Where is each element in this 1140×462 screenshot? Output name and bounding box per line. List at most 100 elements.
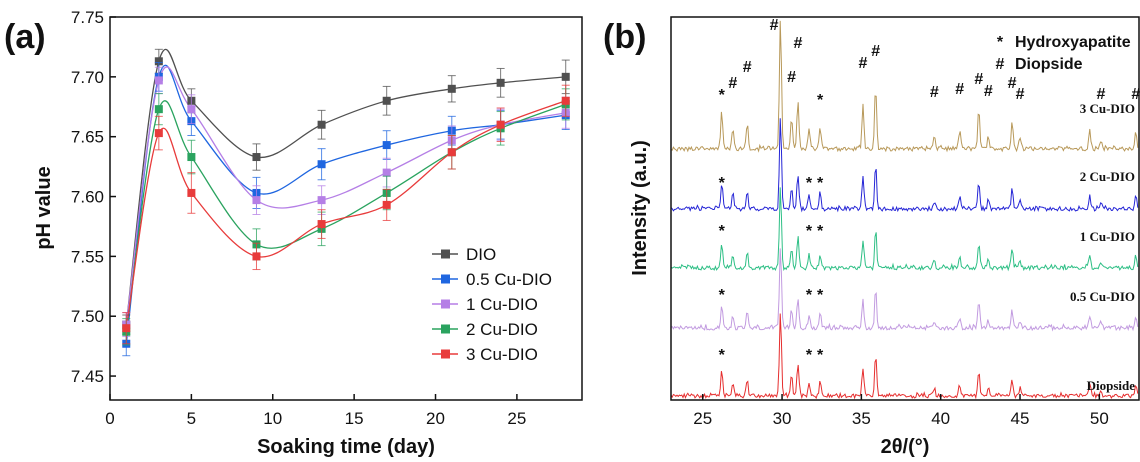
- xrd-diopside-marker: #: [1096, 86, 1105, 103]
- xrd-legend-label: Diopside: [1015, 56, 1083, 73]
- ph-curve-0-5-cu-dio: [125, 64, 566, 344]
- ph-legend-label: 3 Cu-DIO: [466, 345, 538, 364]
- ph-point-3-cu-dio: [122, 324, 131, 333]
- xrd-hydroxyapatite-marker: *: [719, 175, 726, 192]
- xrd-diopside-marker: #: [930, 84, 939, 101]
- xrd-diopside-marker: #: [728, 75, 737, 92]
- ph-legend-marker: [441, 324, 450, 334]
- ph-legend-label: DIO: [466, 245, 496, 264]
- ph-x-tick-label: 0: [105, 409, 114, 428]
- xrd-hydroxyapatite-marker: *: [817, 347, 824, 364]
- xrd-diopside-marker: #: [770, 17, 779, 34]
- xrd-diopside-marker: #: [1008, 75, 1017, 92]
- xrd-hydroxyapatite-marker: *: [817, 92, 824, 109]
- xrd-x-tick-label: 25: [693, 409, 712, 428]
- ph-y-tick-label: 7.45: [71, 367, 104, 386]
- xrd-trace-3-cu-dio: [670, 20, 1139, 153]
- ph-point-2-cu-dio: [154, 105, 163, 114]
- xrd-trace-1-cu-dio: [670, 187, 1139, 272]
- xrd-traces: [670, 20, 1139, 400]
- ph-y-tick-label: 7.65: [71, 128, 104, 147]
- xrd-hydroxyapatite-marker: *: [817, 175, 824, 192]
- ph-point-dio: [154, 57, 163, 66]
- ph-point-3-cu-dio: [252, 252, 261, 261]
- ph-point-1-cu-dio: [382, 168, 391, 177]
- xrd-hydroxyapatite-marker: *: [817, 287, 824, 304]
- ph-y-tick-label: 7.50: [71, 307, 104, 326]
- ph-point-1-cu-dio: [317, 196, 326, 205]
- ph-x-tick-label: 20: [426, 409, 445, 428]
- ph-point-1-cu-dio: [154, 76, 163, 85]
- xrd-legend-symbol: *: [997, 34, 1004, 51]
- xrd-plot-frame: [670, 16, 1140, 401]
- ph-point-0-5-cu-dio: [382, 141, 391, 150]
- ph-legend: DIO 0.5 Cu-DIO 1 Cu-DIO 2 Cu-DIO 3 Cu-DIO: [432, 245, 552, 364]
- xrd-hydroxyapatite-marker: *: [719, 347, 726, 364]
- ph-y-tick-label: 7.75: [71, 8, 104, 27]
- xrd-x-tick-label: 45: [1011, 409, 1030, 428]
- xrd-diopside-marker: #: [787, 69, 796, 86]
- ph-legend-marker: [441, 299, 450, 309]
- xrd-trace-label: 1 Cu-DIO: [1080, 229, 1135, 244]
- xrd-y-axis-title: Intensity (a.u.): [629, 140, 651, 276]
- xrd-hydroxyapatite-marker: *: [806, 175, 813, 192]
- ph-points: [122, 48, 570, 357]
- xrd-trace-diopside: [670, 313, 1139, 400]
- xrd-trace-label: 3 Cu-DIO: [1080, 101, 1135, 116]
- ph-point-3-cu-dio: [317, 220, 326, 229]
- xrd-x-tick-label: 50: [1090, 409, 1109, 428]
- ph-x-axis-title: Soaking time (day): [257, 436, 435, 458]
- xrd-legend-label: Hydroxyapatite: [1015, 34, 1131, 51]
- ph-point-3-cu-dio: [447, 148, 456, 157]
- xrd-diopside-marker: #: [793, 35, 802, 52]
- ph-legend-label: 2 Cu-DIO: [466, 320, 538, 339]
- ph-point-3-cu-dio: [382, 200, 391, 209]
- ph-legend-marker: [441, 349, 450, 359]
- xrd-hydroxyapatite-marker: *: [806, 347, 813, 364]
- ph-point-dio: [252, 153, 261, 162]
- ph-axis-ticks: 0 5 10 15 20 25 7.45 7.50 7.55 7.60 7.65 7.70 7.75: [71, 8, 526, 428]
- ph-point-1-cu-dio: [187, 105, 196, 114]
- panel-b-label: (b): [603, 18, 646, 56]
- ph-point-2-cu-dio: [187, 153, 196, 162]
- ph-point-1-cu-dio: [252, 196, 261, 205]
- ph-point-dio: [496, 78, 505, 87]
- xrd-hydroxyapatite-marker: *: [817, 223, 824, 240]
- xrd-trace-label: 0.5 Cu-DIO: [1070, 289, 1135, 304]
- xrd-legend-symbol: #: [996, 56, 1005, 73]
- xrd-diopside-marker: #: [743, 59, 752, 76]
- ph-curve-2-cu-dio: [125, 100, 566, 332]
- xrd-x-tick-label: 40: [931, 409, 950, 428]
- xrd-trace-2-cu-dio: [670, 118, 1139, 213]
- ph-point-3-cu-dio: [496, 120, 505, 129]
- xrd-hydroxyapatite-marker: *: [719, 223, 726, 240]
- ph-x-tick-label: 5: [187, 409, 196, 428]
- xrd-trace-labels: Diopside 0.5 Cu-DIO 1 Cu-DIO 2 Cu-DIO 3 Cu-D…: [1070, 101, 1135, 393]
- ph-y-tick-label: 7.55: [71, 247, 104, 266]
- ph-point-dio: [382, 96, 391, 105]
- ph-legend-marker: [441, 274, 450, 284]
- xrd-diopside-marker: #: [1131, 86, 1140, 103]
- xrd-x-tick-label: 35: [852, 409, 871, 428]
- ph-x-tick-label: 15: [345, 409, 364, 428]
- xrd-x-tick-label: 30: [773, 409, 792, 428]
- xrd-trace-label: 2 Cu-DIO: [1080, 169, 1135, 184]
- xrd-diopside-marker: #: [859, 55, 868, 72]
- xrd-hydroxyapatite-marker: *: [719, 287, 726, 304]
- ph-x-tick-label: 10: [263, 409, 282, 428]
- xrd-peak-markers: * * ** * ** * ** * **#####*### ### ## # #: [719, 17, 1140, 364]
- ph-point-dio: [561, 72, 570, 81]
- ph-x-tick-label: 25: [507, 409, 526, 428]
- xrd-x-axis-title: 2θ/(°): [881, 436, 930, 458]
- ph-point-3-cu-dio: [154, 129, 163, 138]
- ph-curve-1-cu-dio: [125, 66, 566, 325]
- ph-plot-frame: [109, 16, 583, 401]
- xrd-diopside-marker: #: [984, 83, 993, 100]
- ph-point-dio: [317, 120, 326, 129]
- ph-chart-panel: (a) 0 5 10 15 20 25 7.45 7.50 7.55 7.60 7.65 7.70 7.…: [4, 8, 583, 458]
- xrd-hydroxyapatite-marker: *: [719, 87, 726, 104]
- xrd-hydroxyapatite-marker: *: [806, 287, 813, 304]
- xrd-diopside-marker: #: [871, 43, 880, 60]
- ph-legend-marker: [441, 249, 450, 259]
